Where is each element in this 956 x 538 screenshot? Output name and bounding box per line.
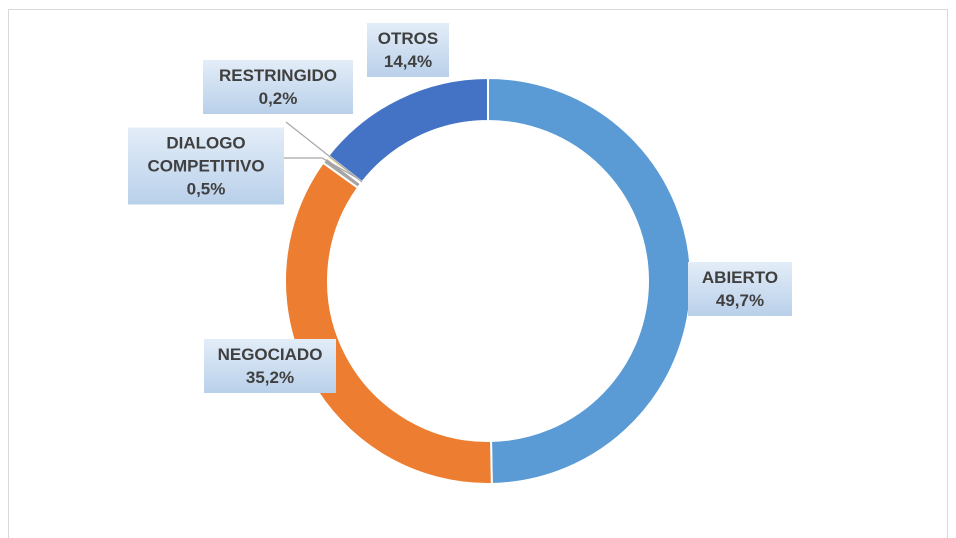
leader-line [285,121,363,183]
data-label: ABIERTO 49,7% [688,262,792,316]
label-value: 35,2% [245,368,295,387]
label-value: 14,4% [383,52,433,71]
label-value: 0,5% [186,179,226,199]
data-label: NEGOCIADO 35,2% [204,339,336,393]
label-name: DIALOGO COMPETITIVO [147,133,265,176]
data-label: DIALOGO COMPETITIVO 0,5% [128,127,284,205]
donut-slice [284,161,493,485]
data-label: RESTRINGIDO 0,2% [203,60,353,114]
label-name: NEGOCIADO [217,345,323,364]
label-value: 49,7% [715,291,765,310]
label-name: OTROS [377,29,439,48]
label-name: RESTRINGIDO [218,66,338,85]
donut-slice [487,76,692,485]
donut-slice [326,76,489,184]
chart-border [8,9,948,538]
label-name: ABIERTO [701,268,779,287]
data-label: OTROS 14,4% [367,23,449,77]
label-value: 0,2% [258,89,298,108]
leader-line [282,157,358,179]
